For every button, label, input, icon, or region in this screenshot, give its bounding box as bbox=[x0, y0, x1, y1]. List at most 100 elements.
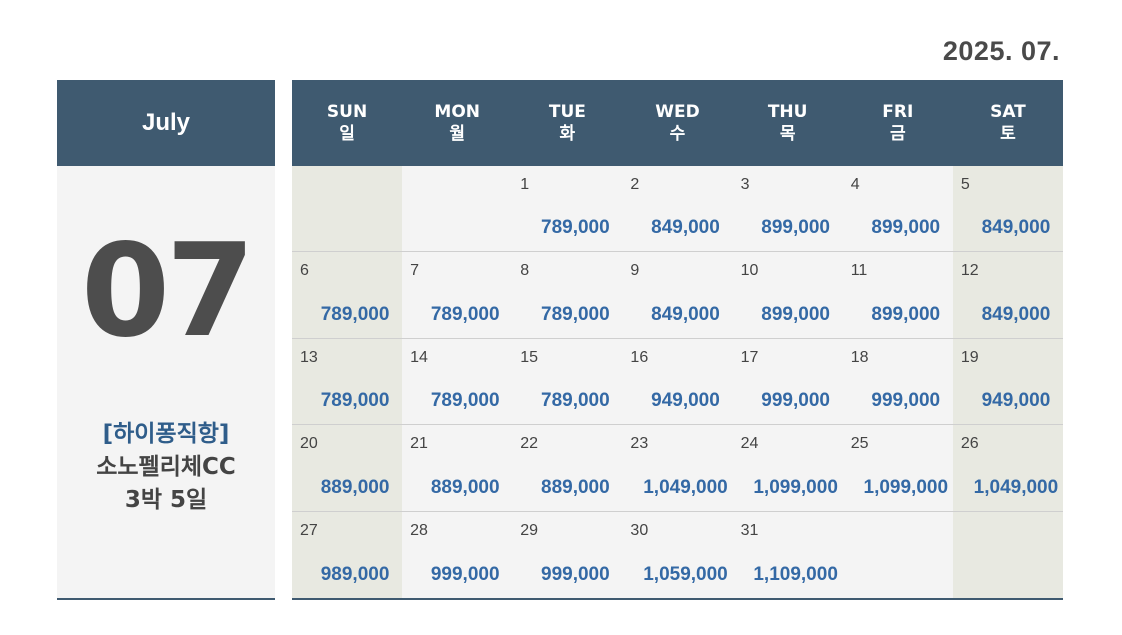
day-cell[interactable]: 30 1,059,000 bbox=[622, 511, 733, 598]
weekday-fri: FRI 금 bbox=[843, 80, 953, 166]
weekday-en: THU bbox=[767, 102, 808, 122]
empty-day-cell bbox=[292, 166, 403, 253]
day-price: 789,000 bbox=[430, 303, 500, 325]
price-calendar: SUN 일 MON 월 TUE 화 WED 수 THU 목 FRI 금 SAT 토 1 789,… bbox=[292, 80, 1063, 600]
month-side-panel: July 07 [하이퐁직항] 소노펠리체CC 3박 5일 bbox=[57, 80, 275, 600]
day-price: 949,000 bbox=[981, 390, 1051, 412]
day-cell[interactable]: 1 789,000 bbox=[512, 166, 623, 253]
day-price: 999,000 bbox=[871, 390, 941, 412]
day-price: 789,000 bbox=[430, 390, 500, 412]
day-number: 30 bbox=[630, 521, 649, 539]
weekday-tue: TUE 화 bbox=[512, 80, 622, 166]
day-cell[interactable]: 10 899,000 bbox=[732, 252, 843, 339]
day-number: 28 bbox=[410, 521, 428, 539]
day-cell[interactable]: 15 789,000 bbox=[512, 338, 623, 426]
weekday-en: FRI bbox=[882, 102, 914, 122]
day-cell[interactable]: 12 849,000 bbox=[952, 252, 1063, 339]
day-number: 2 bbox=[630, 176, 640, 193]
promo-golf-course: 소노펠리체CC bbox=[96, 454, 236, 480]
day-cell[interactable]: 2 849,000 bbox=[622, 166, 733, 253]
day-number: 31 bbox=[740, 521, 759, 539]
weekday-thu: THU 목 bbox=[733, 80, 843, 166]
day-price: 889,000 bbox=[320, 476, 390, 498]
weekday-ko: 일 bbox=[339, 124, 355, 144]
day-price: 789,000 bbox=[320, 390, 390, 412]
day-price: 789,000 bbox=[541, 217, 610, 239]
empty-day-cell bbox=[842, 511, 953, 598]
day-price: 849,000 bbox=[651, 217, 720, 239]
day-cell[interactable]: 25 1,099,000 bbox=[842, 425, 953, 512]
day-price: 849,000 bbox=[981, 303, 1051, 325]
day-price: 1,059,000 bbox=[643, 563, 728, 585]
day-cell[interactable]: 26 1,049,000 bbox=[952, 425, 1063, 512]
day-number: 29 bbox=[520, 521, 539, 539]
promo-duration: 3박 5일 bbox=[124, 487, 208, 513]
day-number: 3 bbox=[740, 176, 750, 193]
day-cell[interactable]: 20 889,000 bbox=[292, 425, 403, 512]
day-price: 1,049,000 bbox=[973, 476, 1059, 498]
day-price: 889,000 bbox=[541, 476, 610, 498]
day-price: 1,109,000 bbox=[753, 563, 838, 585]
day-cell[interactable]: 22 889,000 bbox=[512, 425, 623, 512]
day-price: 899,000 bbox=[761, 217, 830, 239]
day-cell[interactable]: 3 899,000 bbox=[732, 166, 843, 253]
month-name: July bbox=[141, 109, 191, 136]
day-number: 22 bbox=[520, 435, 539, 453]
day-price: 949,000 bbox=[651, 390, 720, 412]
day-cell[interactable]: 28 999,000 bbox=[402, 511, 513, 598]
empty-day-cell bbox=[402, 166, 513, 253]
day-number: 4 bbox=[850, 176, 860, 193]
day-number: 15 bbox=[520, 348, 539, 366]
day-number: 6 bbox=[300, 262, 309, 280]
weekday-en: SAT bbox=[990, 102, 1026, 122]
day-price: 899,000 bbox=[871, 217, 941, 239]
day-cell[interactable]: 17 999,000 bbox=[732, 338, 843, 426]
day-number: 5 bbox=[960, 176, 970, 193]
day-cell[interactable]: 6 789,000 bbox=[292, 252, 403, 339]
day-cell[interactable]: 14 789,000 bbox=[402, 338, 513, 426]
day-number: 12 bbox=[960, 262, 979, 280]
day-cell[interactable]: 11 899,000 bbox=[842, 252, 953, 339]
day-number: 23 bbox=[630, 435, 649, 453]
day-cell[interactable]: 9 849,000 bbox=[622, 252, 733, 339]
weekday-ko: 금 bbox=[889, 124, 906, 144]
day-price: 899,000 bbox=[871, 303, 941, 325]
day-price: 889,000 bbox=[430, 476, 500, 498]
day-cell[interactable]: 16 949,000 bbox=[622, 338, 733, 426]
day-price: 789,000 bbox=[541, 390, 610, 412]
day-number: 20 bbox=[300, 435, 318, 453]
day-cell[interactable]: 23 1,049,000 bbox=[622, 425, 733, 512]
day-cell[interactable]: 24 1,099,000 bbox=[732, 425, 843, 512]
day-cell[interactable]: 18 999,000 bbox=[842, 338, 953, 426]
day-number: 11 bbox=[850, 262, 868, 280]
day-cell[interactable]: 8 789,000 bbox=[512, 252, 623, 339]
day-cell[interactable]: 19 949,000 bbox=[952, 338, 1063, 426]
day-price: 999,000 bbox=[541, 563, 610, 585]
day-number: 8 bbox=[520, 262, 530, 280]
day-cell[interactable]: 5 849,000 bbox=[952, 166, 1063, 253]
day-number: 19 bbox=[960, 348, 979, 366]
day-cell[interactable]: 29 999,000 bbox=[512, 511, 623, 598]
weekday-sat: SAT 토 bbox=[953, 80, 1063, 166]
day-price: 789,000 bbox=[541, 303, 610, 325]
calendar-grid: 1 789,000 2 849,000 3 899,000 4 899,000 5 849,000… bbox=[292, 166, 1063, 598]
day-cell[interactable]: 13 789,000 bbox=[292, 338, 403, 426]
empty-day-cell bbox=[952, 511, 1063, 598]
day-number: 16 bbox=[630, 348, 649, 366]
promo-flight: [하이퐁직항] bbox=[102, 421, 230, 447]
weekday-ko: 화 bbox=[559, 124, 576, 144]
day-price: 789,000 bbox=[320, 303, 390, 325]
day-cell[interactable]: 4 899,000 bbox=[842, 166, 953, 253]
day-cell[interactable]: 27 989,000 bbox=[292, 511, 403, 598]
day-cell[interactable]: 31 1,109,000 bbox=[732, 511, 843, 598]
day-cell[interactable]: 21 889,000 bbox=[402, 425, 513, 512]
day-cell[interactable]: 7 789,000 bbox=[402, 252, 513, 339]
day-number: 21 bbox=[410, 435, 428, 453]
day-price: 1,049,000 bbox=[643, 476, 728, 498]
weekday-header: SUN 일 MON 월 TUE 화 WED 수 THU 목 FRI 금 SAT 토 bbox=[292, 80, 1063, 166]
day-price: 849,000 bbox=[651, 303, 720, 325]
day-number: 24 bbox=[740, 435, 759, 453]
month-number: 07 bbox=[80, 217, 255, 366]
day-number: 14 bbox=[410, 348, 428, 366]
day-price: 849,000 bbox=[981, 217, 1051, 239]
